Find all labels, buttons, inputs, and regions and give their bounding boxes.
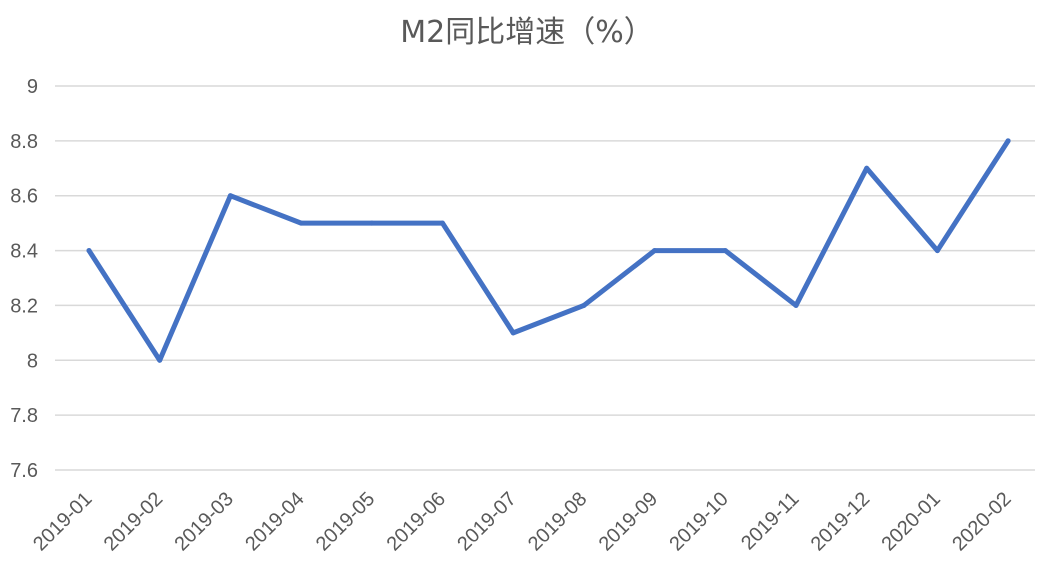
chart-title: M2同比增速（%） [400, 15, 653, 50]
y-tick-label: 7.6 [10, 460, 38, 482]
data-point [86, 248, 92, 254]
data-point [793, 302, 799, 308]
data-point [581, 302, 587, 308]
y-tick-label: 8.8 [10, 131, 38, 153]
x-tick-label: 2019-05 [312, 488, 379, 555]
x-tick-label: 2019-04 [241, 488, 308, 555]
x-tick-label: 2020-02 [948, 488, 1015, 555]
data-point [864, 165, 870, 171]
data-point [440, 220, 445, 226]
series-line [86, 138, 1011, 363]
y-tick-label: 9 [27, 76, 38, 98]
y-tick-label: 8.2 [10, 295, 38, 317]
data-point [227, 193, 233, 199]
x-tick-label: 2019-06 [383, 488, 450, 555]
x-tick-label: 2019-03 [170, 488, 237, 555]
x-tick-label: 2019-10 [665, 488, 732, 555]
x-tick-label: 2019-02 [100, 488, 167, 555]
x-tick-label: 2019-09 [595, 488, 662, 555]
x-tick-label: 2019-07 [453, 488, 520, 555]
x-tick-label: 2019-08 [524, 488, 591, 555]
y-tick-label: 8 [27, 350, 38, 372]
data-point [1005, 138, 1011, 144]
x-tick-label: 2020-01 [877, 488, 944, 555]
data-point [369, 220, 375, 226]
y-tick-label: 7.8 [10, 405, 38, 427]
data-point [510, 330, 516, 336]
x-axis-ticks: 2019-01 2019-02 2019-03 2019-04 2019-05 2019-… [29, 488, 1016, 555]
x-tick-label: 2019-01 [29, 488, 96, 555]
data-point [722, 248, 728, 254]
data-point [934, 248, 940, 254]
y-axis-ticks: 9 8.8 8.6 8.4 8.2 8 7.8 7.6 [10, 76, 38, 482]
y-tick-label: 8.4 [10, 241, 38, 263]
x-tick-label: 2019-12 [807, 488, 874, 555]
data-point [157, 357, 163, 363]
y-tick-label: 8.6 [10, 186, 38, 208]
x-tick-label: 2019-11 [737, 488, 803, 554]
data-point [652, 248, 658, 254]
data-point [298, 220, 304, 226]
series [86, 138, 1011, 363]
gridlines [55, 85, 1035, 471]
